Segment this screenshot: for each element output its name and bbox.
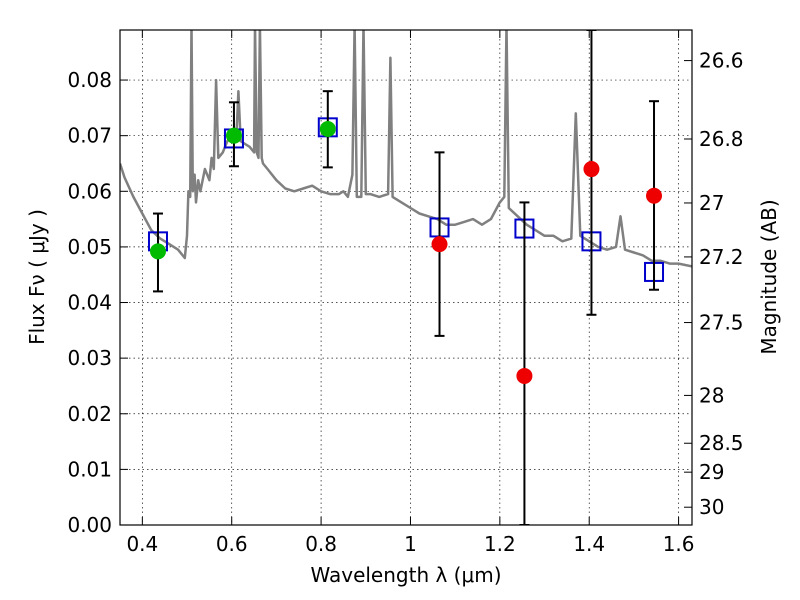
grid	[120, 30, 692, 526]
y-tick-label: 0.01	[67, 457, 112, 481]
x-axis-title: Wavelength λ (μm)	[310, 563, 501, 587]
y2-tick-label: 28.5	[699, 431, 744, 455]
observed-flux-point	[516, 367, 533, 384]
y-tick-label: 0.02	[67, 402, 112, 426]
y2-tick-label: 28	[699, 383, 724, 407]
tick-labels: 0.4 0.6 0.8 1 1.2 1.4 1.6 0.00 0.01 0.02 0.03 0.04 0…	[67, 49, 743, 556]
x-tick-label: 1.4	[573, 532, 605, 556]
x-tick-label: 1	[404, 532, 417, 556]
y2-tick-label: 27.2	[699, 245, 744, 269]
observed-flux-point	[583, 161, 600, 178]
observed-flux-point	[319, 121, 336, 137]
y2-tick-label: 26.6	[699, 49, 744, 73]
y-tick-label: 0.07	[67, 124, 112, 148]
y-tick-label: 0.03	[67, 346, 112, 370]
y2-tick-label: 29	[699, 460, 724, 484]
y-tick-label: 0.06	[67, 179, 112, 203]
plot-area	[120, 30, 692, 525]
observed-flux-point	[431, 236, 448, 253]
model-spectrum-line	[120, 30, 692, 268]
y-axis-title: Flux Fν ( μJy )	[25, 209, 49, 345]
y-tick-label: 0.05	[67, 235, 112, 259]
y2-tick-label: 26.8	[699, 127, 744, 151]
x-tick-label: 0.4	[126, 532, 158, 556]
y-tick-label: 0.00	[67, 513, 112, 537]
y2-tick-label: 27.5	[699, 311, 744, 335]
plot-frame	[119, 29, 693, 526]
x-tick-label: 0.6	[216, 532, 248, 556]
x-tick-label: 1.6	[663, 532, 695, 556]
x-tick-label: 0.8	[305, 532, 337, 556]
y-tick-label: 0.08	[67, 68, 112, 92]
observed-flux-point	[225, 127, 242, 144]
x-tick-label: 1.2	[484, 532, 516, 556]
ticks	[120, 30, 692, 526]
y-tick-label: 0.04	[67, 291, 112, 315]
y2-tick-label: 27	[699, 191, 724, 215]
observed-flux-point	[646, 187, 663, 204]
y2-axis-title: Magnitude (AB)	[757, 199, 781, 354]
observed-flux-point	[149, 243, 166, 260]
y2-tick-label: 30	[699, 495, 724, 519]
